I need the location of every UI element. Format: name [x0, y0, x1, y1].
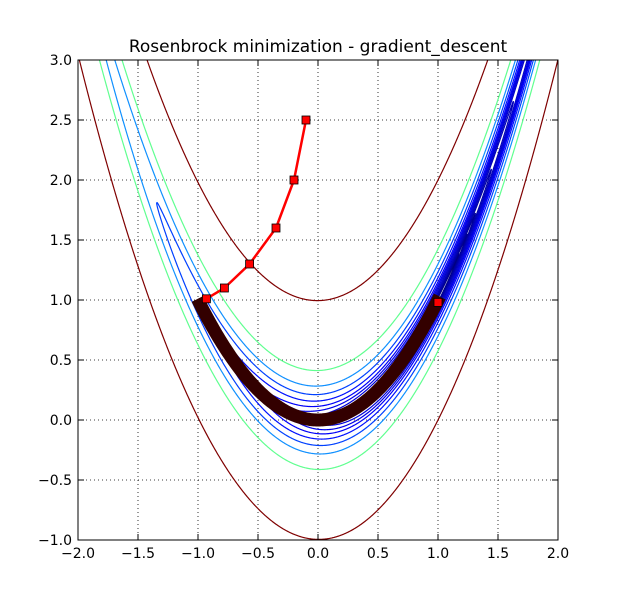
dense-iterates: [191, 293, 446, 427]
y-tick-label: 0.0: [50, 413, 72, 429]
y-tick-label: 1.0: [50, 293, 72, 309]
x-tick-label: −1.5: [121, 546, 155, 562]
iterate-marker: [201, 294, 211, 304]
iterate-marker: [301, 115, 311, 125]
contour-line: [78, 60, 558, 540]
x-tick-label: 2.0: [547, 546, 569, 562]
x-tick-label: 0.5: [367, 546, 389, 562]
x-tick-label: −0.5: [241, 546, 275, 562]
iterate-marker: [289, 175, 299, 185]
x-tick-label: 0.0: [307, 546, 329, 562]
chart-title: Rosenbrock minimization - gradient_desce…: [129, 37, 508, 57]
iterate-marker: [219, 283, 229, 293]
iterate-marker: [271, 223, 281, 233]
y-tick-label: 2.5: [50, 113, 72, 129]
y-tick-label: 0.5: [50, 353, 72, 369]
x-tick-label: −1.0: [181, 546, 215, 562]
y-tick-label: −0.5: [38, 473, 72, 489]
contour-line: [286, 60, 530, 431]
end-point-marker: [433, 297, 443, 307]
axis-ticks: −2.0 −1.5 −1.0 −0.5 0.0 0.5 1.0 1.5 2.0 −1.0 −0.5 0…: [38, 53, 569, 562]
iterate-marker: [245, 259, 255, 269]
x-tick-label: 1.0: [427, 546, 449, 562]
contour-line: [256, 60, 531, 435]
descent-path: [191, 115, 446, 427]
y-tick-label: 2.0: [50, 173, 72, 189]
x-tick-label: −2.0: [61, 546, 95, 562]
contour-line: [312, 60, 529, 426]
x-tick-label: 1.5: [487, 546, 509, 562]
y-tick-label: 1.5: [50, 233, 72, 249]
y-tick-label: −1.0: [38, 533, 72, 549]
contour-line: [213, 60, 533, 440]
contour-line: [105, 60, 537, 455]
contour-line: [156, 60, 534, 447]
y-tick-label: 3.0: [50, 53, 72, 69]
